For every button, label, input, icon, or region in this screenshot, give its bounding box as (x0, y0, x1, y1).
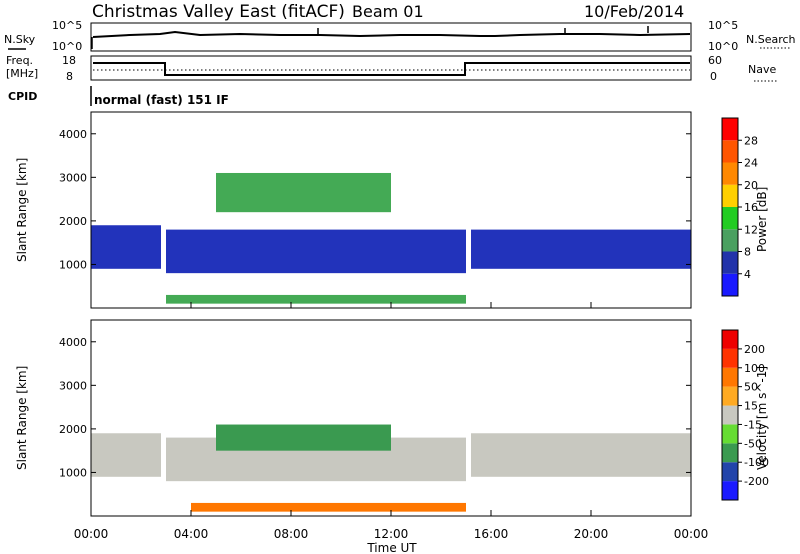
power-bands (91, 172, 691, 304)
x-tick-label: 00:00 (674, 527, 709, 541)
power-band (91, 225, 161, 269)
velocity-y-tick-label: 2000 (59, 423, 87, 436)
power-colorbar-swatch (722, 251, 738, 274)
velocity-plot-bg (91, 320, 691, 516)
freq-label: Freq. (6, 54, 33, 67)
velocity-colorbar-tick-label: 200 (744, 343, 765, 356)
date-label: 10/Feb/2014 (584, 2, 684, 21)
x-axis-ticks: 00:00 04:00 08:00 12:00 16:00 20:00 00:00 (74, 302, 709, 541)
velocity-colorbar-tick-label: 100 (744, 362, 765, 375)
beam-label: Beam 01 (352, 2, 424, 21)
power-band (471, 229, 691, 269)
power-y-tick-label: 1000 (59, 258, 87, 271)
power-colorbar-swatch (722, 140, 738, 163)
cpid-label: CPID (8, 90, 37, 103)
velocity-colorbar-swatch (722, 348, 738, 368)
power-colorbar-swatch (722, 184, 738, 207)
velocity-colorbar-swatch (722, 424, 738, 444)
power-colorbar-tick-label: 8 (744, 246, 751, 259)
x-tick-label: 00:00 (74, 527, 109, 541)
power-colorbar-swatch (722, 273, 738, 296)
velocity-colorbar-label: Velocity [m s^-1] (755, 366, 769, 470)
velocity-panel: 1000 2000 3000 4000 Slant Range [km] 200 100… (15, 319, 769, 517)
nsearch-tick-bottom: 10^0 (708, 40, 738, 53)
nave-label: Nave (748, 63, 776, 76)
freq-tick-bottom: 8 (66, 70, 73, 83)
noise-panel-frame (90, 22, 692, 52)
power-y-tick-label: 3000 (59, 171, 87, 184)
noise-panel: N.Sky 10^5 10^0 N.Search 10^5 10^0 (4, 19, 796, 53)
power-band (166, 229, 466, 274)
x-tick-label: 12:00 (374, 527, 409, 541)
power-y-tick-label: 4000 (59, 128, 87, 141)
velocity-colorbar-swatch (722, 443, 738, 463)
power-panel: 1000 2000 3000 4000 Slant Range [km] 4 8 12 16… (15, 111, 769, 309)
freq-panel: Freq. [MHz] 18 8 60 0 Nave (6, 54, 778, 83)
x-tick-label: 20:00 (574, 527, 609, 541)
velocity-colorbar-tick-label: 15 (744, 400, 758, 413)
power-colorbar-swatch (722, 162, 738, 185)
velocity-colorbar-tick-label: -100 (744, 456, 769, 469)
chart-title: Christmas Valley East (fitACF) (92, 2, 345, 22)
power-colorbar-label: Power [dB] (755, 187, 769, 252)
velocity-band (471, 433, 691, 477)
x-axis-label: Time UT (366, 541, 417, 554)
power-y-ticks: 1000 2000 3000 4000 (59, 128, 691, 271)
velocity-band (191, 502, 466, 512)
velocity-colorbar-swatch (722, 367, 738, 387)
x-tick-label: 04:00 (174, 527, 209, 541)
power-colorbar-tick-label: 28 (744, 134, 758, 147)
power-colorbar-tick-label: 4 (744, 268, 751, 281)
velocity-y-ticks: 1000 2000 3000 4000 (59, 336, 691, 479)
velocity-colorbar-swatch (722, 462, 738, 482)
nsearch-label: N.Search (746, 33, 796, 46)
velocity-band (91, 433, 161, 477)
velocity-band (216, 424, 391, 451)
freq-unit-label: [MHz] (6, 67, 38, 80)
power-band (166, 294, 466, 304)
cpid-value: normal (fast) 151 IF (94, 93, 229, 107)
velocity-colorbar-tick-label: -50 (744, 437, 762, 450)
x-tick-label: 16:00 (474, 527, 509, 541)
power-colorbar-tick-label: 16 (744, 201, 758, 214)
nave-tick-top: 60 (708, 54, 722, 67)
nsky-tick-bottom: 10^0 (52, 40, 82, 53)
power-colorbar-swatch (722, 229, 738, 252)
velocity-colorbar-tick-label: 50 (744, 381, 758, 394)
velocity-colorbar-tick-label: -200 (744, 475, 769, 488)
power-y-axis-label: Slant Range [km] (15, 158, 29, 262)
velocity-bands (91, 424, 691, 512)
nave-tick-bottom: 0 (710, 70, 717, 83)
power-band (216, 172, 391, 213)
freq-tick-top: 18 (62, 54, 76, 67)
velocity-colorbar-tick-label: -15 (744, 418, 762, 431)
nsky-tick-top: 10^5 (52, 19, 82, 32)
power-colorbar-tick-label: 12 (744, 223, 758, 236)
power-colorbar-swatch (722, 207, 738, 230)
nsearch-tick-top: 10^5 (708, 19, 738, 32)
freq-panel-frame (90, 55, 692, 81)
velocity-colorbar: 200 100 50 15 -15 -50 -100 -200 (721, 329, 769, 501)
velocity-colorbar-swatch (722, 405, 738, 425)
velocity-y-axis-label: Slant Range [km] (15, 366, 29, 470)
nsky-line (92, 30, 691, 38)
power-colorbar: 4 8 12 16 20 24 28 (721, 117, 758, 297)
velocity-y-tick-label: 3000 (59, 379, 87, 392)
nsky-label: N.Sky (4, 33, 36, 46)
power-colorbar-swatch (722, 118, 738, 141)
power-y-tick-label: 2000 (59, 215, 87, 228)
velocity-y-tick-label: 1000 (59, 466, 87, 479)
velocity-colorbar-frame (721, 329, 739, 501)
velocity-colorbar-swatch (722, 481, 738, 500)
x-tick-label: 08:00 (274, 527, 309, 541)
power-colorbar-tick-label: 20 (744, 179, 758, 192)
velocity-colorbar-swatch (722, 330, 738, 349)
power-colorbar-tick-label: 24 (744, 157, 758, 170)
freq-line (93, 62, 690, 76)
velocity-y-tick-label: 4000 (59, 336, 87, 349)
velocity-colorbar-swatch (722, 386, 738, 406)
